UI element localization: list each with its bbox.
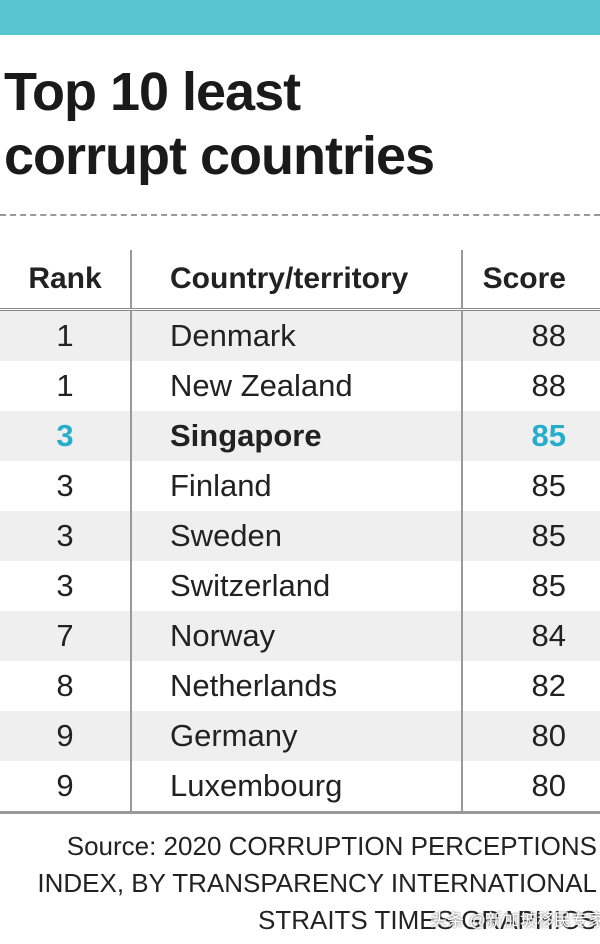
source-line: STRAITS TIMES GRAPHICS [257,905,597,935]
table-row: 9 Germany 80 [0,711,600,761]
table-row: 8 Netherlands 82 [0,661,600,711]
country-cell: Sweden [130,511,462,561]
country-cell: Denmark [130,309,462,361]
score-cell: 85 [461,511,600,561]
country-cell: Norway [130,611,462,661]
table-row: 3 Finland 85 [0,461,600,511]
country-cell: Luxembourg [130,761,462,814]
table-row: 3 Singapore 85 [0,411,600,461]
divider [0,214,600,216]
table-row: 7 Norway 84 [0,611,600,661]
table-body: 1 Denmark 88 1 New Zealand 88 3 Singapore 85 3 Fin… [0,309,600,814]
watermark: 头条 @新加坡移民专家 [430,911,600,930]
column-header: Rank [0,250,131,311]
source-line: Source: 2020 CORRUPTION PERCEPTIONS [66,831,597,861]
country-cell: Germany [130,711,462,761]
country-cell: Finland [130,461,462,511]
rank-cell: 9 [56,718,74,753]
rank-cell: 3 [56,518,74,553]
title-line: corrupt countries [4,126,435,186]
rank-cell: 1 [56,318,74,353]
rank-cell: 3 [56,418,74,453]
score-cell: 85 [461,561,600,611]
column-header: Score [461,250,600,311]
score-cell: 84 [461,611,600,661]
score-cell: 88 [461,361,600,411]
table-row: 1 Denmark 88 [0,309,600,361]
score-cell: 88 [461,309,600,361]
title: Top 10 least corrupt countries [4,60,435,188]
score-cell: 82 [461,661,600,711]
rank-cell: 7 [56,618,74,653]
country-cell: Singapore [130,411,462,461]
source: Source: 2020 CORRUPTION PERCEPTIONS INDE… [37,828,597,939]
table-row: 9 Luxembourg 80 [0,761,600,814]
header-row: Rank Country/territory Score [0,250,600,311]
table-row: 1 New Zealand 88 [0,361,600,411]
column-header: Country/territory [130,250,462,311]
table-row: 3 Switzerland 85 [0,561,600,611]
score-cell: 80 [461,761,600,814]
country-cell: Netherlands [130,661,462,711]
title-line: Top 10 least [4,62,301,122]
table-row: 3 Sweden 85 [0,511,600,561]
rank-cell: 8 [56,668,74,703]
country-cell: Switzerland [130,561,462,611]
rank-cell: 1 [56,368,74,403]
rank-cell: 9 [0,761,131,814]
score-cell: 85 [461,411,600,461]
table: Rank Country/territory Score 1 Denmark 88 1… [0,250,600,814]
score-cell: 85 [461,461,600,511]
score-cell: 80 [461,711,600,761]
country-cell: New Zealand [130,361,462,411]
rank-cell: 3 [56,568,74,603]
top-bar [0,0,600,35]
rank-cell: 3 [56,468,74,503]
source-line: INDEX, BY TRANSPARENCY INTERNATIONAL [37,868,597,898]
